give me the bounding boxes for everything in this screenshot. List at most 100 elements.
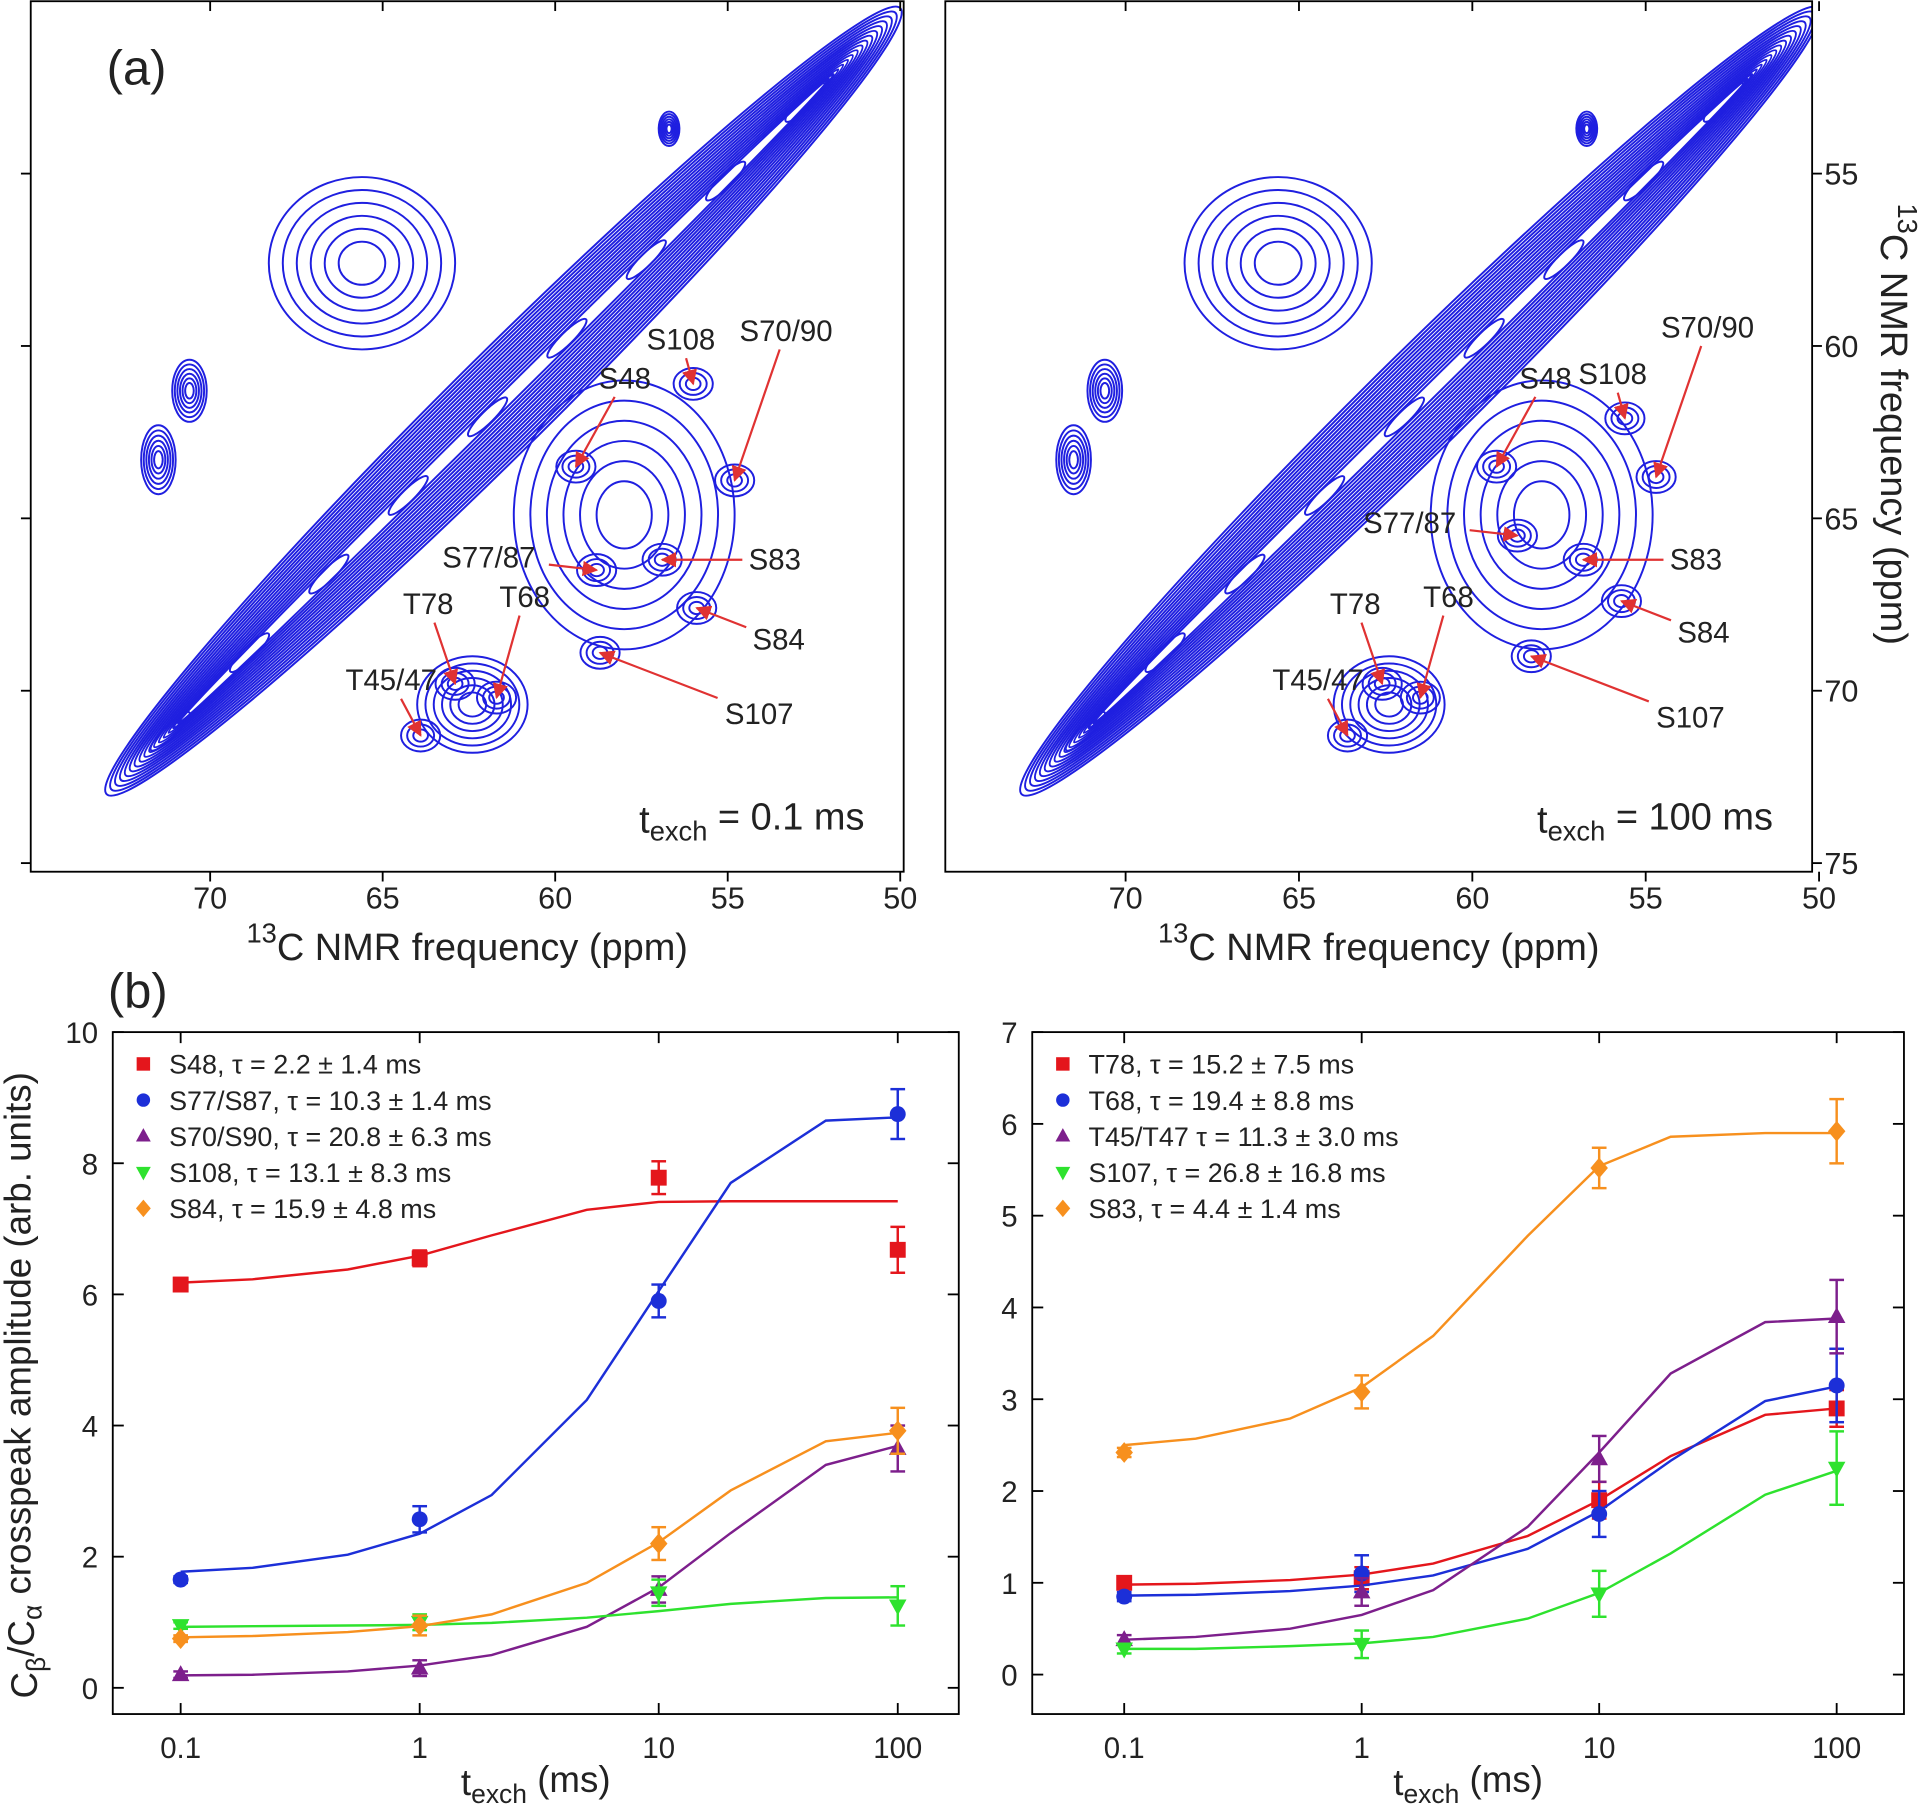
peak-arrow xyxy=(1495,396,1537,468)
fit-curve xyxy=(1124,1317,1837,1641)
crosspeak-region xyxy=(1512,480,1571,550)
diagonal-contour xyxy=(1048,34,1793,768)
crosspeak-region xyxy=(1063,439,1085,480)
crosspeak-region xyxy=(657,110,681,147)
peak-arrow xyxy=(598,650,718,700)
data-point xyxy=(889,1420,907,1442)
panel-label: (a) xyxy=(107,41,167,95)
fit-curve xyxy=(180,1431,898,1639)
y-tick-label: 10 xyxy=(65,1017,98,1050)
crosspeak-region xyxy=(1094,372,1116,409)
crosspeak-region xyxy=(184,382,195,400)
diagonal-contour xyxy=(625,239,667,281)
plot-frame xyxy=(944,0,1814,873)
peak-contour xyxy=(475,680,518,715)
crosspeak-region xyxy=(1065,444,1082,475)
diagonal-contour xyxy=(162,63,845,739)
x-tick-label: 65 xyxy=(366,881,400,915)
crosspeak-region xyxy=(562,439,686,590)
data-point xyxy=(1827,1307,1846,1323)
y-tick-label: 8 xyxy=(82,1148,98,1181)
y-tick-label: 6 xyxy=(82,1279,98,1312)
condition-label-part: exch xyxy=(650,816,708,847)
crosspeak-region xyxy=(1581,120,1592,137)
peak-label: S77/87 xyxy=(442,542,535,575)
diagonal-contour xyxy=(1224,553,1266,595)
data-point xyxy=(1116,1588,1133,1605)
x-tick-label: 0.1 xyxy=(1104,1732,1145,1765)
x-tick-label: 50 xyxy=(883,881,917,915)
crosspeak-region xyxy=(1340,662,1438,747)
data-point xyxy=(1055,1199,1071,1218)
peak-contour xyxy=(576,553,618,587)
peak-label: T78 xyxy=(403,588,454,621)
peak-arrow xyxy=(1529,654,1650,703)
peak-arrow xyxy=(1469,526,1519,542)
crosspeak-region xyxy=(529,399,720,631)
y-axis-label-part: α xyxy=(18,1605,48,1620)
y-tick-label: 0 xyxy=(1001,1660,1017,1693)
crosspeak-region xyxy=(595,480,653,550)
data-point xyxy=(889,1106,906,1123)
diagonal-contour xyxy=(308,553,350,595)
x-axis-label-part: (ms) xyxy=(527,1759,611,1800)
data-point xyxy=(1352,1637,1371,1654)
diagonal-contour xyxy=(1092,77,1749,725)
crosspeak-region xyxy=(1332,655,1446,754)
diagonal-contour xyxy=(1087,73,1754,730)
x-tick-label: 70 xyxy=(1109,881,1143,915)
peak-arrow xyxy=(400,698,422,737)
legend-label: T68, τ = 19.4 ± 8.8 ms xyxy=(1089,1086,1355,1116)
diagonal-contour xyxy=(143,44,864,758)
peak-label: T45/47 xyxy=(346,664,437,697)
crosspeak-region xyxy=(1183,176,1373,351)
spectrum xyxy=(104,5,903,797)
diagonal-contour xyxy=(784,82,826,123)
condition-label: texch = 0.1 ms xyxy=(639,796,864,846)
crosspeak-region xyxy=(1086,358,1124,423)
data-point xyxy=(136,1057,151,1071)
y-tick-label: 0 xyxy=(82,1673,98,1706)
diagonal-contour xyxy=(1053,39,1788,763)
fit-curve xyxy=(1124,1131,1837,1447)
crosspeak-region xyxy=(1349,669,1429,740)
diagonal-contour xyxy=(546,317,588,359)
y-axis-label: 13C NMR frequency (ppm) xyxy=(1872,203,1920,644)
fit-curve xyxy=(180,1596,898,1629)
data-point xyxy=(411,1511,428,1528)
plot-frame xyxy=(111,1031,960,1715)
x-axis-label-part: t xyxy=(1393,1762,1403,1803)
x-axis-label-part: 13 xyxy=(1158,918,1188,949)
data-point xyxy=(1115,1630,1133,1647)
crosspeak-region xyxy=(337,240,387,286)
fit-curve xyxy=(180,1200,898,1284)
peak-contour xyxy=(1496,518,1538,553)
y-axis-label-part: C NMR frequency (ppm) xyxy=(1872,234,1914,645)
diagonal-contour xyxy=(167,68,840,734)
condition-label-part: t xyxy=(639,800,650,842)
data-point xyxy=(1055,1128,1071,1142)
data-point xyxy=(650,1292,667,1309)
y-axis-label-part: /C xyxy=(1,1620,42,1657)
crosspeak-region xyxy=(660,115,678,142)
diagonal-contour xyxy=(1702,82,1745,123)
peak-label: S77/87 xyxy=(1363,507,1456,540)
crosspeak-region xyxy=(1099,382,1111,400)
data-point xyxy=(1591,1506,1608,1522)
crosspeak-region xyxy=(1211,201,1345,325)
legend-label: S108, τ = 13.1 ± 8.3 ms xyxy=(169,1158,451,1188)
data-point xyxy=(1827,1461,1846,1478)
x-axis-label-part: exch xyxy=(471,1779,527,1809)
legend-label: T45/T47 τ = 11.3 ± 3.0 ms xyxy=(1089,1122,1399,1152)
diagonal-contour xyxy=(228,632,271,674)
data-point xyxy=(1590,1587,1608,1604)
peak-label: S70/90 xyxy=(739,315,832,348)
peak-contour xyxy=(1510,639,1552,674)
x-tick-label: 10 xyxy=(1583,1732,1616,1765)
diagonal-contour xyxy=(148,49,859,754)
crosspeak-region xyxy=(323,227,401,299)
crosspeak-region xyxy=(1253,240,1303,286)
crosspeak-region xyxy=(181,377,198,405)
crosspeak-region xyxy=(1091,368,1118,414)
